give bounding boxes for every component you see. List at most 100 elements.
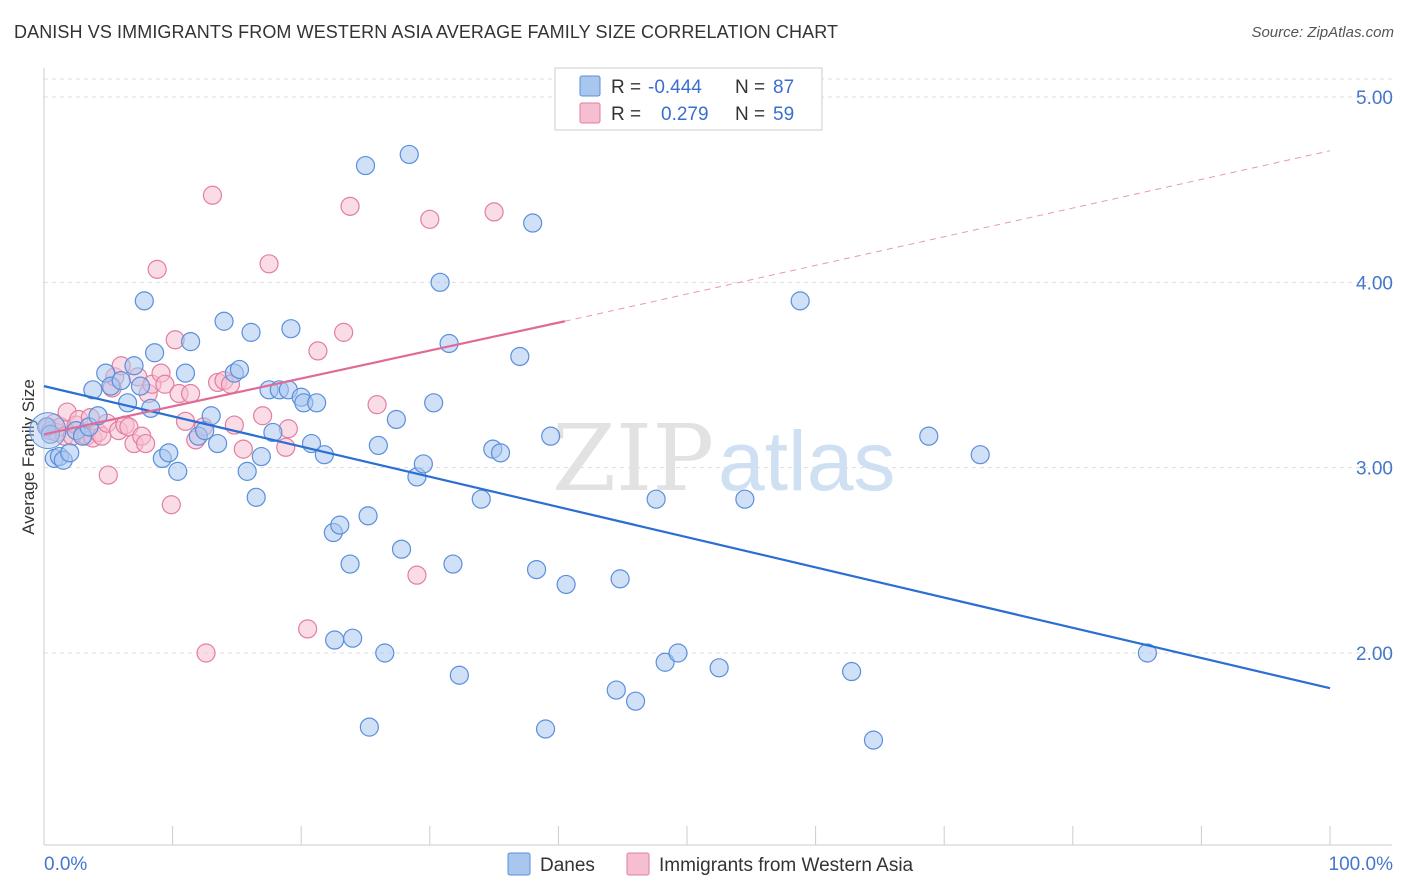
data-point-immigrants	[161, 495, 181, 515]
y-axis-label: Average Family Size	[19, 379, 38, 535]
data-point-immigrants	[340, 196, 360, 216]
data-point-danes	[970, 445, 990, 465]
data-point-immigrants	[298, 619, 318, 639]
data-point-danes	[490, 443, 511, 463]
data-point-danes	[375, 643, 395, 663]
data-point-danes	[439, 333, 459, 354]
data-point-danes	[208, 433, 228, 454]
bottom-legend-label-danes: Danes	[540, 855, 595, 876]
data-point-danes	[181, 332, 201, 352]
data-point-danes	[790, 291, 810, 311]
data-point-danes	[340, 554, 360, 574]
series-danes-points	[29, 144, 1157, 750]
data-point-immigrants	[253, 406, 273, 426]
data-point-danes	[535, 719, 556, 739]
data-point-danes	[175, 363, 196, 383]
data-point-danes	[471, 489, 491, 509]
data-point-danes	[863, 730, 884, 750]
x-axis-ticks: 0.0% 100.0%	[43, 826, 1394, 875]
legend-r-value-immigrants: 0.279	[661, 104, 709, 125]
data-point-danes	[307, 393, 327, 413]
y-tick-label: 5.00	[1356, 88, 1393, 109]
data-point-danes	[510, 346, 530, 367]
data-point-immigrants	[147, 259, 167, 279]
data-point-danes	[556, 574, 576, 595]
data-point-danes	[330, 515, 350, 535]
data-point-danes	[141, 398, 161, 418]
data-point-danes	[386, 409, 406, 430]
data-point-immigrants	[407, 565, 427, 585]
legend-r-value-danes: -0.444	[648, 77, 702, 98]
trend-line-immigrants-extension	[564, 150, 1331, 322]
chart-title: DANISH VS IMMIGRANTS FROM WESTERN ASIA A…	[14, 22, 839, 42]
bottom-legend-label-immigrants: Immigrants from Western Asia	[659, 855, 914, 876]
data-point-danes	[646, 489, 666, 509]
data-point-danes	[281, 319, 301, 339]
data-point-danes	[60, 443, 80, 463]
data-point-danes	[606, 680, 626, 700]
data-point-immigrants	[259, 254, 279, 274]
data-point-danes	[111, 370, 131, 391]
data-point-danes	[263, 422, 283, 443]
data-point-immigrants	[308, 341, 328, 361]
data-point-danes	[368, 435, 388, 456]
y-tick-label: 2.00	[1356, 644, 1393, 665]
legend-n-label-danes: N =	[735, 77, 765, 98]
data-point-danes	[359, 717, 379, 737]
bottom-legend: Danes Immigrants from Western Asia	[507, 852, 914, 876]
data-point-danes	[117, 393, 138, 413]
data-point-danes	[842, 661, 862, 682]
data-point-danes	[251, 446, 271, 467]
data-point-immigrants	[98, 465, 118, 485]
data-point-danes	[40, 424, 61, 444]
bottom-legend-swatch-danes	[507, 852, 531, 876]
data-point-immigrants	[367, 395, 387, 415]
data-point-danes	[343, 628, 363, 648]
data-point-danes	[241, 322, 261, 342]
data-point-danes	[919, 426, 939, 446]
data-point-danes	[424, 393, 444, 413]
data-point-danes	[201, 406, 221, 426]
y-axis-tick-labels: 2.00 3.00 4.00 5.00	[1356, 88, 1393, 665]
legend-n-label-immigrants: N =	[735, 104, 765, 125]
data-point-immigrants	[334, 322, 354, 342]
data-point-danes	[237, 461, 257, 481]
data-point-danes	[541, 426, 561, 446]
data-point-immigrants	[233, 439, 253, 459]
legend-r-label-danes: R =	[611, 77, 641, 98]
data-point-danes	[625, 691, 646, 711]
data-point-danes	[83, 380, 103, 400]
data-point-danes	[430, 272, 450, 292]
data-point-danes	[314, 445, 334, 465]
legend-n-value-danes: 87	[773, 77, 794, 98]
trend-lines	[43, 150, 1331, 690]
data-point-danes	[399, 144, 419, 165]
trend-line-danes	[43, 385, 1331, 690]
data-point-danes	[355, 155, 376, 176]
data-point-immigrants	[484, 202, 504, 222]
legend-box: R = -0.444 N = 87 R = 0.279 N = 59	[554, 67, 823, 131]
data-point-immigrants	[420, 209, 440, 229]
data-point-danes	[1137, 643, 1157, 663]
legend-swatch-danes	[579, 75, 601, 97]
watermark-zip: ZIP	[552, 405, 714, 512]
bottom-legend-swatch-immigrants	[626, 852, 650, 876]
legend-n-value-immigrants: 59	[773, 104, 794, 125]
data-point-danes	[214, 311, 234, 331]
data-point-danes	[168, 461, 188, 481]
x-tick-label-min: 0.0%	[44, 854, 87, 875]
data-point-immigrants	[135, 433, 156, 454]
x-tick-label-max: 100.0%	[1329, 854, 1394, 875]
data-point-immigrants	[202, 185, 223, 205]
data-point-danes	[159, 443, 179, 463]
data-point-danes	[449, 665, 469, 685]
y-tick-label: 4.00	[1356, 273, 1393, 294]
data-point-danes	[325, 630, 345, 650]
data-point-danes	[413, 454, 433, 474]
data-point-immigrants	[181, 383, 201, 404]
data-point-danes	[668, 643, 688, 663]
source-credit: Source: ZipAtlas.com	[1251, 24, 1394, 41]
data-point-danes	[443, 554, 463, 574]
watermark: ZIP atlas	[552, 405, 895, 512]
